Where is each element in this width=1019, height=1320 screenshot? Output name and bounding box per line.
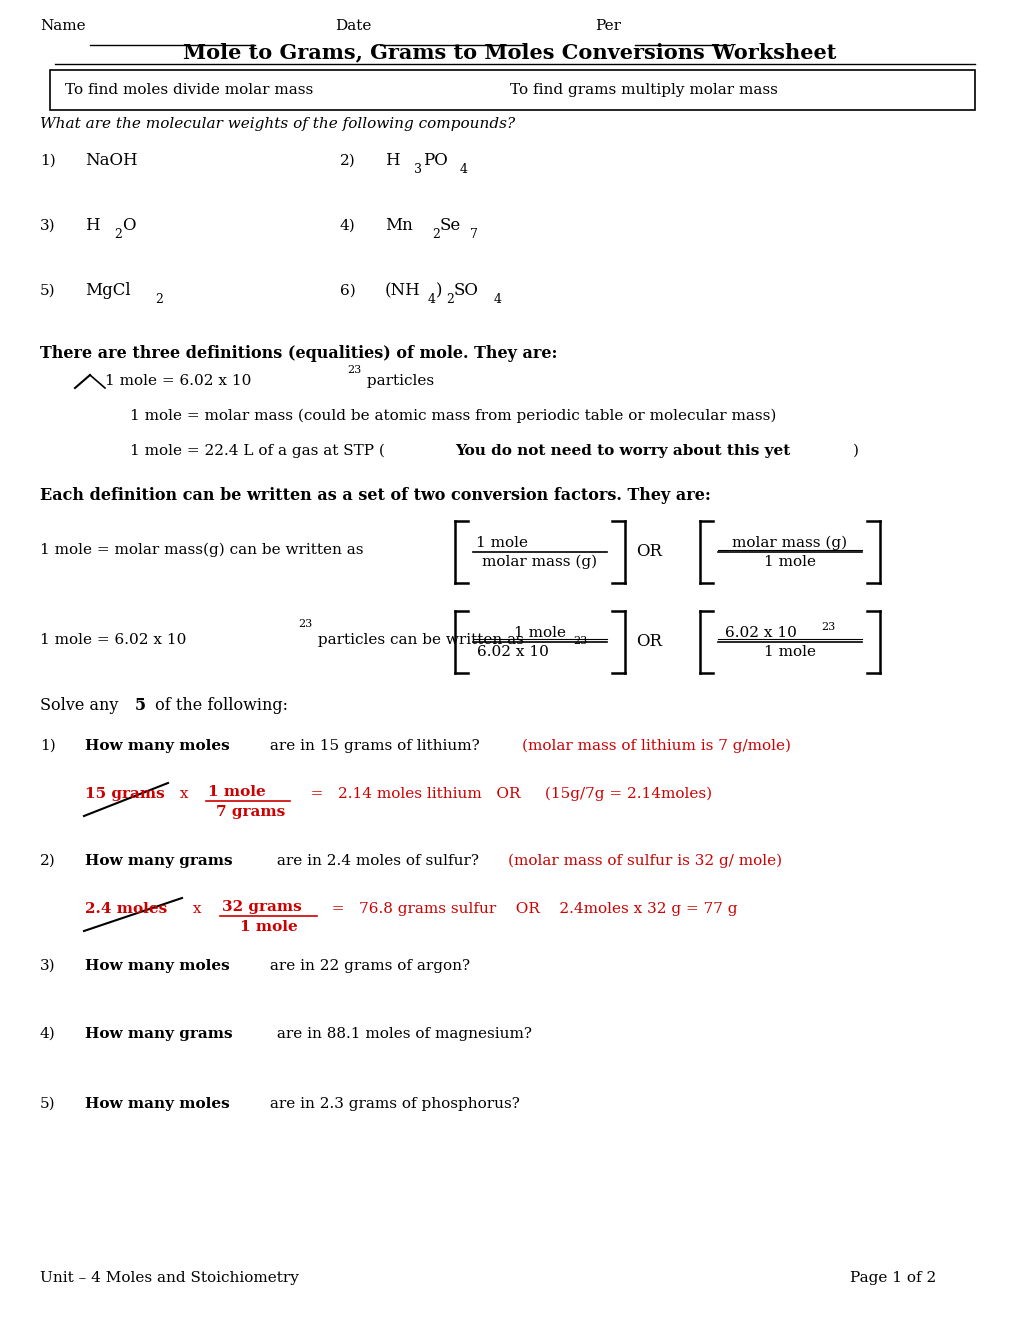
Text: 23: 23 [820, 622, 835, 631]
Text: ): ) [852, 444, 858, 458]
Text: 23: 23 [573, 636, 587, 647]
Text: Name: Name [40, 18, 86, 33]
Text: 4): 4) [339, 219, 356, 234]
Text: (NH: (NH [384, 282, 421, 300]
Text: PO: PO [423, 152, 447, 169]
Text: 23: 23 [298, 619, 312, 630]
Text: of the following:: of the following: [150, 697, 287, 714]
Text: SO: SO [453, 282, 478, 300]
Text: To find moles divide molar mass: To find moles divide molar mass [65, 83, 313, 96]
Text: What are the molecular weights of the following compounds?: What are the molecular weights of the fo… [40, 117, 515, 131]
Text: 7 grams: 7 grams [216, 805, 285, 818]
Text: There are three definitions (equalities) of mole. They are:: There are three definitions (equalities)… [40, 345, 557, 362]
Text: molar mass (g): molar mass (g) [482, 554, 597, 569]
Text: How many moles: How many moles [85, 960, 229, 973]
Text: 2): 2) [40, 854, 56, 869]
Text: H: H [384, 152, 399, 169]
Text: are in 2.4 moles of sulfur?: are in 2.4 moles of sulfur? [272, 854, 483, 869]
Text: 6.02 x 10: 6.02 x 10 [725, 626, 796, 640]
Text: molar mass (g): molar mass (g) [732, 536, 847, 550]
Text: 4): 4) [40, 1027, 56, 1041]
Text: 2.4 moles: 2.4 moles [85, 902, 167, 916]
Text: 2: 2 [445, 293, 453, 306]
Text: =   2.14 moles lithium   OR     (15g/7g = 2.14moles): = 2.14 moles lithium OR (15g/7g = 2.14mo… [296, 787, 711, 801]
Text: 1 mole = molar mass (could be atomic mass from periodic table or molecular mass): 1 mole = molar mass (could be atomic mas… [129, 409, 775, 422]
Text: 23: 23 [346, 366, 361, 375]
Text: How many grams: How many grams [85, 1027, 232, 1041]
Text: are in 88.1 moles of magnesium?: are in 88.1 moles of magnesium? [272, 1027, 532, 1041]
Text: Unit – 4 Moles and Stoichiometry: Unit – 4 Moles and Stoichiometry [40, 1271, 299, 1284]
Text: You do not need to worry about this yet: You do not need to worry about this yet [454, 444, 790, 458]
Text: (molar mass of sulfur is 32 g/ mole): (molar mass of sulfur is 32 g/ mole) [507, 854, 782, 869]
Text: To find grams multiply molar mass: To find grams multiply molar mass [510, 83, 777, 96]
Text: x: x [187, 902, 211, 916]
Text: 4: 4 [428, 293, 435, 306]
Text: How many grams: How many grams [85, 854, 232, 869]
Text: 6): 6) [339, 284, 356, 298]
Text: (molar mass of lithium is 7 g/mole): (molar mass of lithium is 7 g/mole) [522, 739, 790, 752]
Text: 1 mole: 1 mole [763, 645, 815, 659]
Text: 32 grams: 32 grams [222, 900, 302, 913]
Text: 4: 4 [493, 293, 501, 306]
Text: 5: 5 [135, 697, 146, 714]
Text: Page 1 of 2: Page 1 of 2 [849, 1271, 935, 1284]
Text: are in 22 grams of argon?: are in 22 grams of argon? [265, 960, 470, 973]
Text: Per: Per [594, 18, 621, 33]
Text: =   76.8 grams sulfur    OR    2.4moles x 32 g = 77 g: = 76.8 grams sulfur OR 2.4moles x 32 g =… [322, 902, 737, 916]
Text: 4: 4 [460, 162, 468, 176]
Text: Date: Date [334, 18, 371, 33]
Text: 3: 3 [414, 162, 422, 176]
Text: x: x [175, 787, 198, 801]
Text: 5): 5) [40, 284, 56, 298]
Text: 1 mole = 6.02 x 10: 1 mole = 6.02 x 10 [40, 634, 186, 647]
Text: 2: 2 [432, 228, 439, 242]
Text: 2: 2 [114, 228, 122, 242]
Text: OR: OR [636, 634, 661, 651]
Text: Each definition can be written as a set of two conversion factors. They are:: Each definition can be written as a set … [40, 487, 710, 504]
Text: 1 mole = 22.4 L of a gas at STP (: 1 mole = 22.4 L of a gas at STP ( [129, 444, 384, 458]
Text: 1 mole: 1 mole [476, 536, 528, 550]
Text: 3): 3) [40, 960, 56, 973]
Text: MgCl: MgCl [85, 282, 130, 300]
Text: 1 mole: 1 mole [208, 785, 266, 799]
Text: OR: OR [636, 544, 661, 561]
Text: 1 mole: 1 mole [514, 626, 566, 640]
Text: 1): 1) [40, 154, 56, 168]
Text: 7: 7 [470, 228, 478, 242]
Text: NaOH: NaOH [85, 152, 138, 169]
Text: particles can be written as: particles can be written as [313, 634, 524, 647]
Text: 3): 3) [40, 219, 56, 234]
Text: 1 mole: 1 mole [239, 920, 298, 935]
Text: 2): 2) [339, 154, 356, 168]
Text: ): ) [435, 282, 442, 300]
Text: particles: particles [362, 374, 434, 388]
Text: 15 grams: 15 grams [85, 787, 165, 801]
Text: Solve any: Solve any [40, 697, 123, 714]
Text: H: H [85, 216, 100, 234]
Text: Se: Se [439, 216, 461, 234]
Text: 2: 2 [155, 293, 163, 306]
Text: Mn: Mn [384, 216, 413, 234]
Text: 1 mole = 6.02 x 10: 1 mole = 6.02 x 10 [105, 374, 251, 388]
Text: How many moles: How many moles [85, 1097, 229, 1111]
Text: 5): 5) [40, 1097, 56, 1111]
Text: How many moles: How many moles [85, 739, 229, 752]
Text: 1 mole: 1 mole [763, 554, 815, 569]
FancyBboxPatch shape [50, 70, 974, 110]
Text: 1): 1) [40, 739, 56, 752]
Text: O: O [122, 216, 136, 234]
Text: are in 15 grams of lithium?: are in 15 grams of lithium? [265, 739, 484, 752]
Text: Mole to Grams, Grams to Moles Conversions Worksheet: Mole to Grams, Grams to Moles Conversion… [183, 42, 836, 62]
Text: are in 2.3 grams of phosphorus?: are in 2.3 grams of phosphorus? [265, 1097, 520, 1111]
Text: 6.02 x 10: 6.02 x 10 [477, 645, 548, 659]
Text: 1 mole = molar mass(g) can be written as: 1 mole = molar mass(g) can be written as [40, 543, 363, 557]
